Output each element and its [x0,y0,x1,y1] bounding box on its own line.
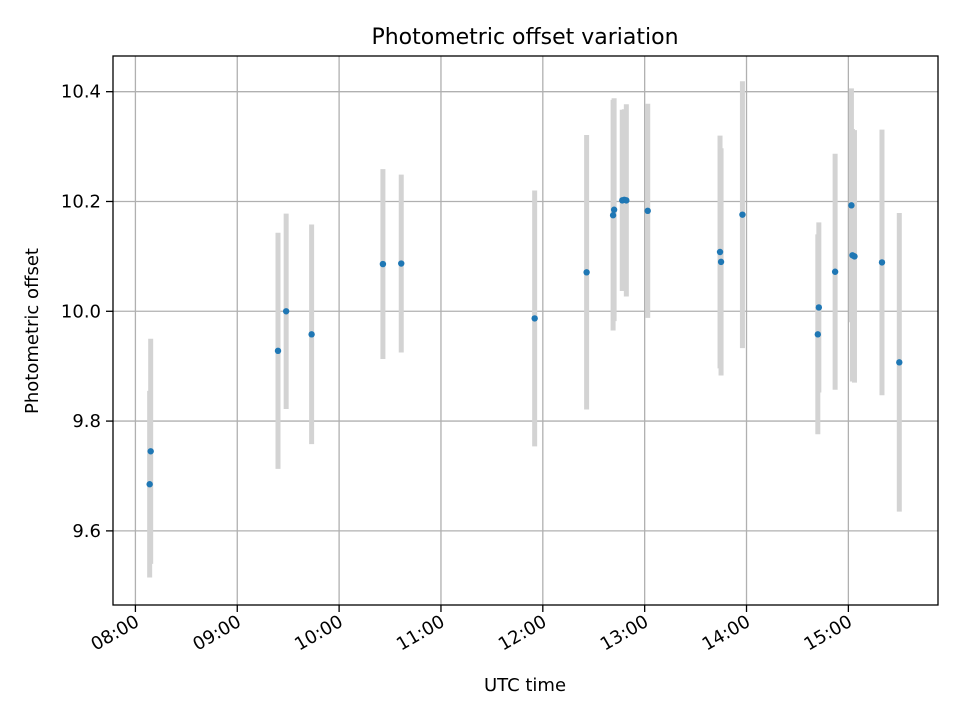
y-axis: 9.6 9.8 10.0 10.2 10.4 [61,82,113,542]
y-tick-label: 10.2 [61,191,101,212]
data-point [814,331,822,338]
x-tick-label: 08:00 [87,611,142,655]
data-point [896,359,903,366]
data-point [831,268,839,275]
x-tick-label: 11:00 [393,611,448,655]
x-tick-label: 14:00 [699,611,754,655]
x-axis: 08:00 09:00 10:00 11:00 12:00 13:00 14:00 15:00 [87,605,856,655]
y-tick-label: 9.6 [72,521,101,542]
data-point [716,248,724,256]
point-layer [146,196,903,488]
data-point [610,206,618,213]
data-point [717,258,725,266]
y-tick-label: 10.4 [61,82,101,103]
x-tick-label: 10:00 [291,611,346,655]
plot-frame [112,55,939,606]
x-tick-label: 13:00 [597,611,652,655]
y-tick-label: 9.8 [72,411,101,432]
data-point [282,308,290,315]
data-point [815,304,823,311]
x-tick-label: 15:00 [800,611,855,655]
data-point [623,197,630,204]
data-point [308,331,315,338]
x-axis-label: UTC time [484,675,566,696]
grid-layer [113,56,938,605]
x-tick-label: 09:00 [189,611,244,655]
chart-title: Photometric offset variation [371,25,678,50]
data-point [146,481,153,488]
data-point [644,207,651,215]
x-tick-label: 12:00 [495,611,550,655]
errorbar-layer [147,81,902,578]
data-point [379,260,387,268]
y-axis-label: Photometric offset [22,248,43,414]
data-point [274,347,282,355]
data-point [398,260,405,267]
data-point [583,269,590,276]
data-point [878,259,886,266]
y-tick-label: 10.0 [61,301,101,322]
data-point [609,212,617,219]
data-point [848,202,855,209]
data-point [851,253,858,260]
data-point [739,211,746,218]
data-point [531,315,538,322]
data-point [147,448,154,455]
